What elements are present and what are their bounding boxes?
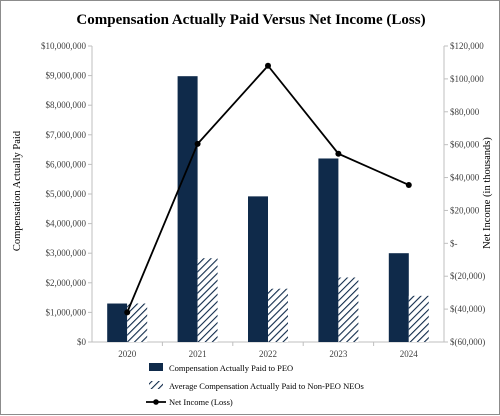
y2-tick-label: $120,000 xyxy=(450,41,484,51)
x-tick-label: 2021 xyxy=(189,349,207,359)
bar-peo xyxy=(318,158,339,342)
y-tick-label: $0 xyxy=(77,337,87,347)
net-income-point xyxy=(194,140,201,147)
x-tick-label: 2022 xyxy=(259,349,277,359)
legend-marker-net-income xyxy=(153,399,159,405)
bar-non-peo xyxy=(338,277,359,342)
net-income-point xyxy=(335,150,342,157)
y-axis-label: Compensation Actually Paid xyxy=(12,130,23,251)
y-tick-label: $1,000,000 xyxy=(46,307,87,317)
bar-peo xyxy=(107,303,128,342)
bar-peo xyxy=(248,196,268,342)
y-tick-label: $5,000,000 xyxy=(46,189,87,199)
x-tick-label: 2020 xyxy=(118,349,137,359)
legend: Compensation Actually Paid to PEO Average… xyxy=(146,363,364,407)
legend-swatch-non-peo xyxy=(149,381,163,389)
net-income-point xyxy=(405,181,412,188)
y2-tick-label: $- xyxy=(450,238,458,248)
bar-non-peo xyxy=(408,295,429,342)
y2-tick-label: $40,000 xyxy=(450,173,480,183)
legend-label-non-peo: Average Compensation Actually Paid to No… xyxy=(169,381,364,391)
y-tick-label: $10,000,000 xyxy=(41,41,87,51)
bar-non-peo xyxy=(127,303,148,342)
y-tick-label: $7,000,000 xyxy=(46,130,87,140)
legend-swatch-peo xyxy=(149,363,163,371)
y2-tick-label: $80,000 xyxy=(450,107,480,117)
y-tick-label: $6,000,000 xyxy=(46,159,87,169)
bar-peo xyxy=(388,253,409,342)
y-tick-label: $9,000,000 xyxy=(46,71,87,81)
y2-axis-label: Net Income (in thousands) xyxy=(482,137,493,249)
x-tick-label: 2024 xyxy=(400,349,419,359)
y-tick-label: $4,000,000 xyxy=(46,219,87,229)
y2-tick-label: $(40,000) xyxy=(450,304,485,314)
net-income-point xyxy=(124,309,131,316)
y2-tick-label: $60,000 xyxy=(450,140,480,150)
bar-non-peo xyxy=(268,288,288,342)
x-tick-label: 2023 xyxy=(329,349,348,359)
y2-tick-label: $(60,000) xyxy=(450,337,485,347)
legend-label-net-income: Net Income (Loss) xyxy=(169,397,233,407)
chart-title: Compensation Actually Paid Versus Net In… xyxy=(76,12,425,28)
y-tick-label: $8,000,000 xyxy=(46,100,87,110)
plot-area: $0 $1,000,000 $2,000,000 $3,000,000 $4,000,0… xyxy=(41,41,485,359)
y2-tick-label: $20,000 xyxy=(450,205,480,215)
y2-tick-label: $100,000 xyxy=(450,74,484,84)
y-tick-label: $3,000,000 xyxy=(46,248,87,258)
y-tick-label: $2,000,000 xyxy=(46,278,87,288)
net-income-point xyxy=(265,62,271,69)
legend-label-peo: Compensation Actually Paid to PEO xyxy=(169,363,293,373)
y2-tick-label: $(20,000) xyxy=(450,271,485,281)
bar-non-peo xyxy=(197,258,218,342)
bar-peo xyxy=(177,76,198,342)
